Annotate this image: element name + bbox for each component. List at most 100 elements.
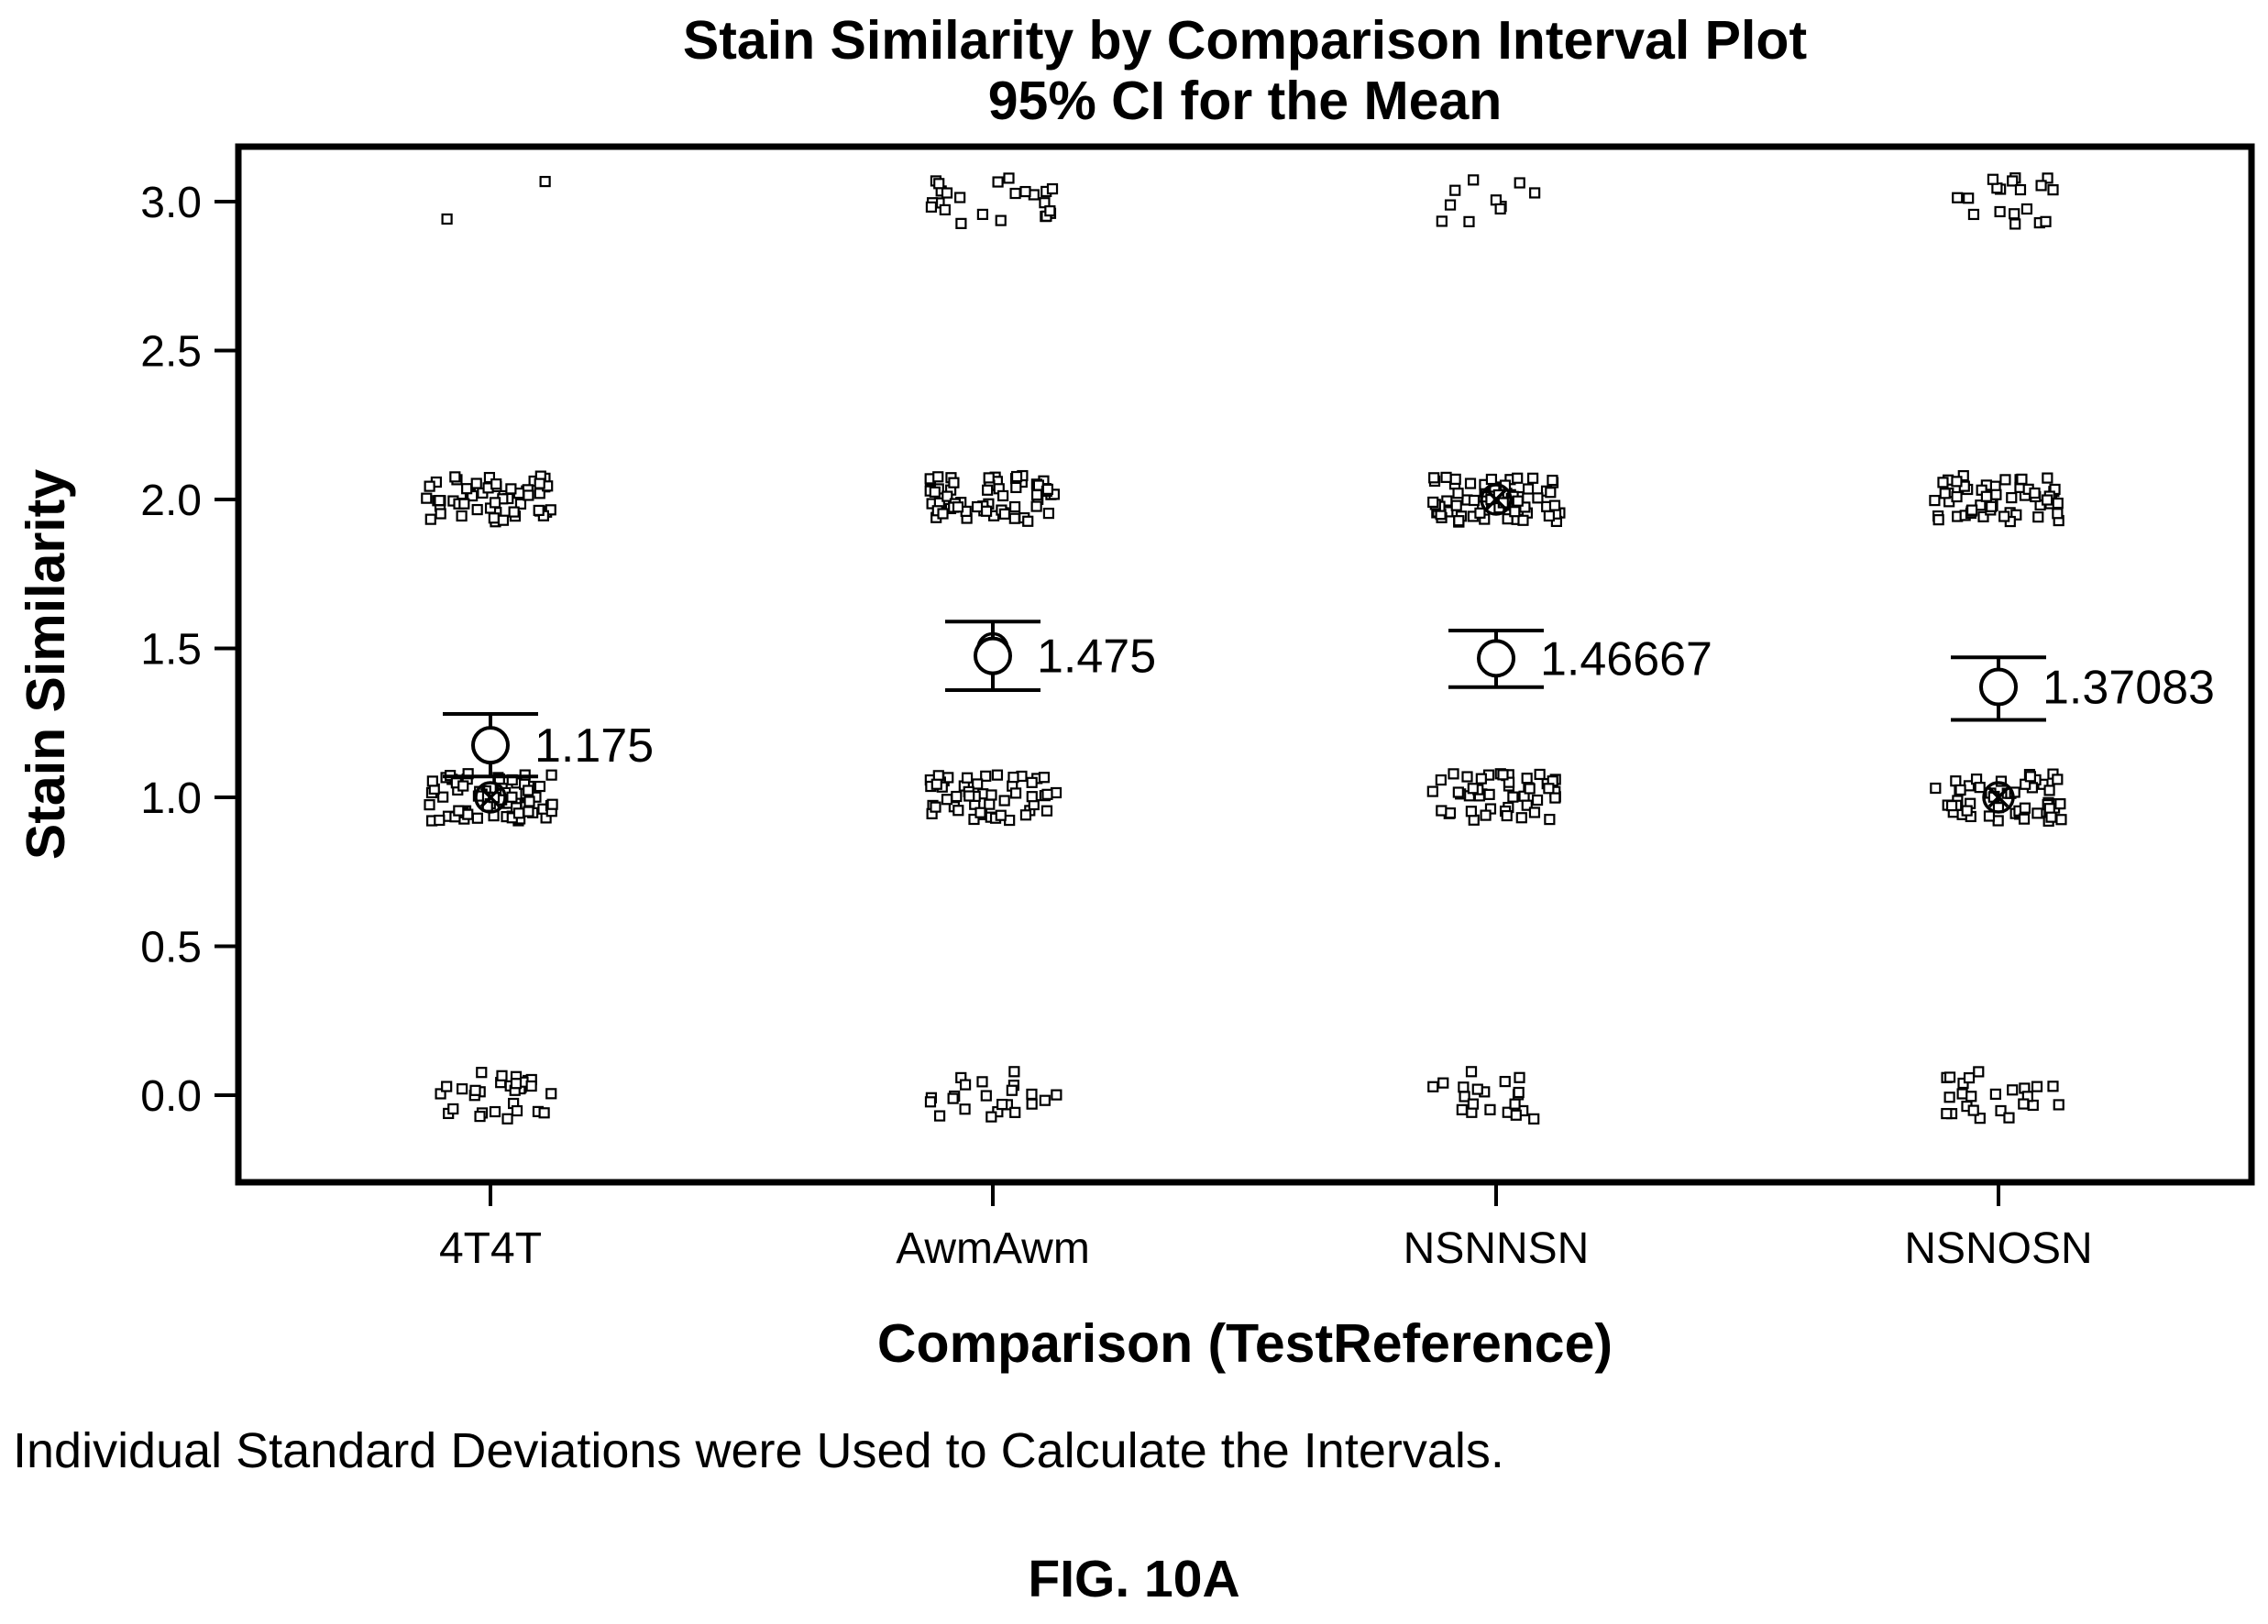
data-point xyxy=(1436,215,1448,227)
data-point xyxy=(1939,488,1951,499)
data-point xyxy=(2006,491,2018,504)
data-point xyxy=(505,483,517,495)
data-point xyxy=(1041,788,1053,800)
data-point xyxy=(971,500,984,513)
data-point xyxy=(1019,809,1032,821)
data-point xyxy=(1467,1098,1480,1110)
data-point xyxy=(1440,471,1452,483)
data-point xyxy=(489,1105,501,1118)
data-point xyxy=(1009,1106,1021,1118)
data-point xyxy=(1980,490,1992,502)
data-point xyxy=(985,1111,997,1123)
data-point xyxy=(1544,813,1556,826)
data-point xyxy=(424,513,436,525)
data-point xyxy=(1471,1083,1483,1095)
x-tick-label: 4T4T xyxy=(439,1224,542,1273)
mean-marker xyxy=(471,726,510,765)
data-point xyxy=(1503,776,1515,788)
data-point xyxy=(1038,772,1051,784)
plot-frame xyxy=(235,143,2255,1186)
data-point xyxy=(490,478,502,490)
data-point xyxy=(1467,783,1479,795)
data-point xyxy=(980,770,992,782)
y-tick-label: 2.0 xyxy=(140,477,202,525)
data-point xyxy=(1026,776,1038,788)
data-point xyxy=(1040,805,1053,817)
data-point xyxy=(523,785,534,796)
data-point xyxy=(488,512,500,524)
data-point xyxy=(1529,187,1541,199)
data-point xyxy=(1966,504,1978,516)
data-point xyxy=(1945,799,1958,812)
data-point xyxy=(2052,497,2064,510)
data-point xyxy=(1507,791,1519,803)
data-point xyxy=(998,795,1010,807)
data-point xyxy=(545,504,556,516)
data-point xyxy=(434,814,446,827)
data-point xyxy=(939,203,951,216)
data-point xyxy=(458,498,470,510)
data-point xyxy=(963,790,975,802)
data-point xyxy=(424,799,435,811)
data-point xyxy=(1465,1066,1478,1078)
median-symbol xyxy=(1480,483,1513,516)
data-point xyxy=(1531,794,1544,807)
data-point xyxy=(1930,782,1942,795)
data-point xyxy=(1965,1091,1977,1103)
data-point xyxy=(1484,1103,1496,1115)
x-tick-label: NSNOSN xyxy=(1904,1224,2092,1273)
data-point xyxy=(471,503,483,516)
data-point xyxy=(1532,492,1544,504)
data-point xyxy=(984,798,996,810)
data-point xyxy=(2047,184,2059,196)
data-point xyxy=(511,1104,523,1117)
data-point xyxy=(497,514,510,526)
data-point xyxy=(1512,472,1524,484)
data-point xyxy=(952,501,964,513)
data-point xyxy=(1006,1084,1018,1096)
data-point xyxy=(1461,771,1473,783)
median-cross xyxy=(1987,786,2009,808)
data-point xyxy=(968,813,980,826)
y-tick-label: 3.0 xyxy=(140,179,202,227)
data-point xyxy=(1998,510,2010,522)
data-point xyxy=(1517,514,1529,526)
data-point xyxy=(2009,218,2021,230)
data-point xyxy=(474,1110,486,1123)
data-point xyxy=(1428,472,1440,484)
figure-label: FIG. 10A xyxy=(1028,1550,1240,1608)
data-point xyxy=(955,217,967,229)
data-point xyxy=(538,1107,550,1119)
data-point xyxy=(1501,809,1513,822)
data-point xyxy=(1973,1066,1985,1078)
data-point xyxy=(1515,812,1527,824)
data-point xyxy=(2032,511,2044,523)
data-point xyxy=(996,1098,1008,1111)
data-point xyxy=(1026,1088,1038,1101)
data-point xyxy=(1548,499,1561,511)
data-point xyxy=(437,791,449,803)
chart-title: Stain Similarity by Comparison Interval … xyxy=(683,10,1807,71)
data-point xyxy=(539,175,551,188)
data-point xyxy=(1521,773,1533,785)
median-cross xyxy=(479,786,501,808)
data-point xyxy=(1497,769,1509,781)
x-tick-label: AwmAwm xyxy=(896,1224,1090,1273)
data-point xyxy=(1044,205,1056,217)
data-point xyxy=(1526,472,1539,484)
data-point xyxy=(1444,807,1457,819)
data-point xyxy=(1008,500,1021,513)
data-point xyxy=(1510,1109,1522,1121)
median-symbol xyxy=(474,781,507,814)
data-point xyxy=(2054,798,2066,810)
data-point xyxy=(1977,510,1989,522)
data-point xyxy=(954,192,966,203)
data-point xyxy=(2029,487,2041,499)
median-cross xyxy=(1485,488,1507,510)
data-point xyxy=(1010,481,1022,494)
data-point xyxy=(1483,788,1495,800)
data-point xyxy=(933,1110,946,1122)
median-symbol xyxy=(1982,781,2015,814)
